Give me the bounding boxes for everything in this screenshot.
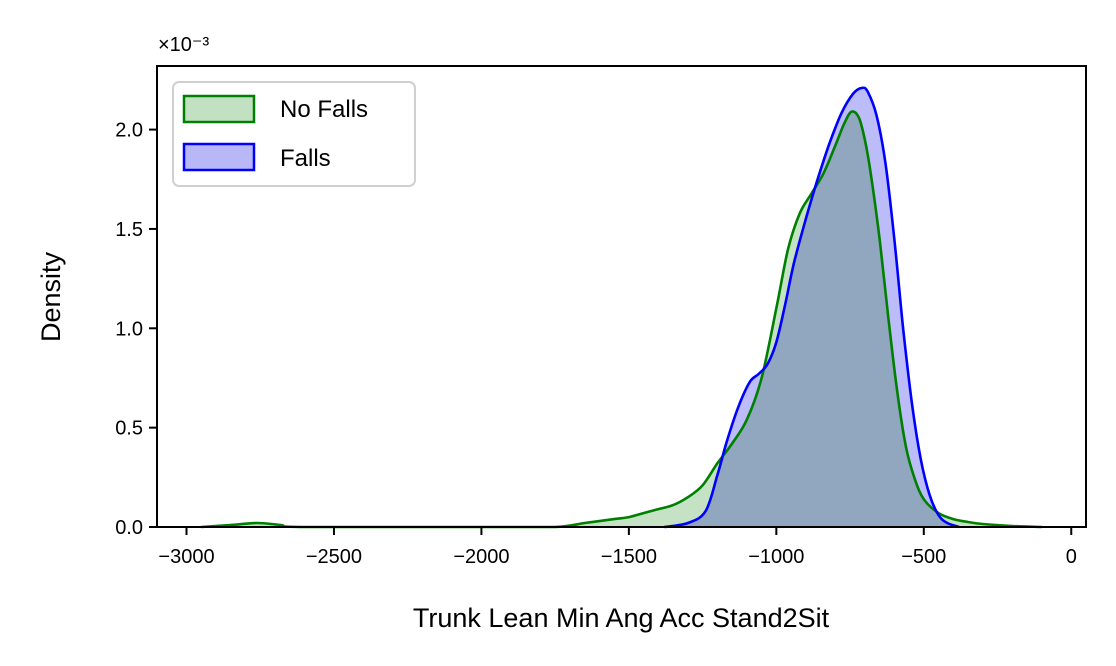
legend-swatch-no-falls [182,94,256,124]
x-axis-label: Trunk Lean Min Ang Acc Stand2Sit [413,603,830,633]
y-axis-label: Density [36,251,66,342]
x-tick-label: −1000 [748,546,804,568]
legend: No Falls Falls [172,81,416,187]
y-axis: 0.0 0.5 1.0 1.5 2.0 [115,120,157,539]
line-falls [664,86,960,529]
x-axis: −3000 −2500 −2000 −1500 −1000 −500 0 [158,527,1077,568]
density-areas [201,87,1042,528]
legend-label-no-falls: No Falls [280,96,368,123]
x-tick-label: −500 [901,546,946,568]
y-tick-label: 0.5 [115,418,143,440]
y-tick-label: 0.0 [115,517,143,539]
x-tick-label: −2500 [306,546,362,568]
legend-label-falls: Falls [280,145,331,172]
y-tick-label: 1.0 [115,318,143,340]
y-scale-label: ×10⁻³ [158,34,209,56]
x-tick-label: −1500 [601,546,657,568]
x-tick-label: 0 [1066,546,1077,568]
y-tick-label: 2.0 [115,120,143,142]
y-tick-label: 1.5 [115,219,143,241]
plot-frame [156,65,1087,528]
x-tick-label: −3000 [158,546,214,568]
legend-swatch-falls [182,142,256,172]
x-tick-label: −2000 [453,546,509,568]
area-falls [664,87,960,528]
